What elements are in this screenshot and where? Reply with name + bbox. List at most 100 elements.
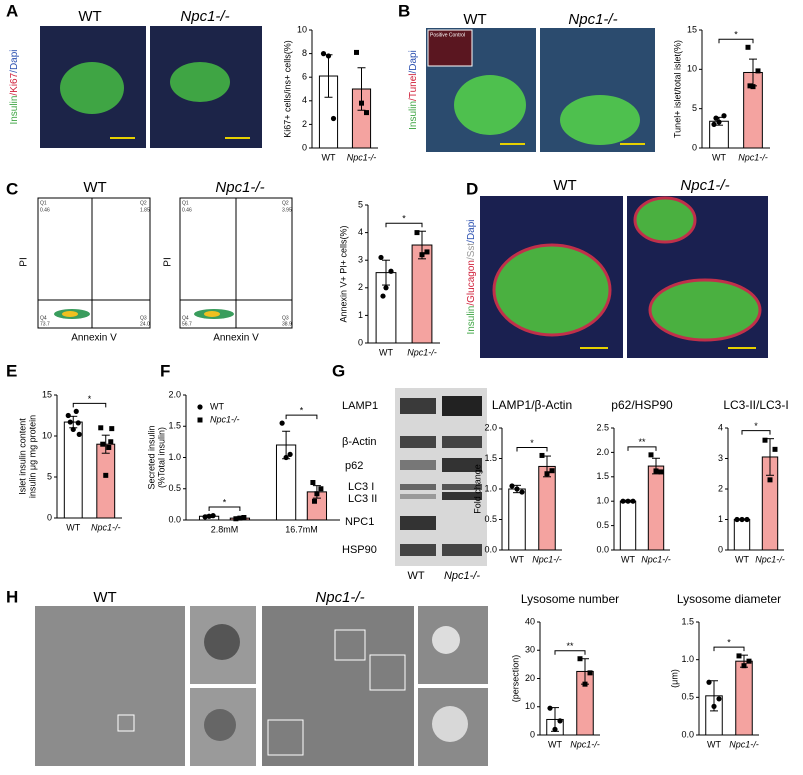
x-tick-label: Npc1-/- (641, 554, 671, 564)
data-point (630, 498, 636, 504)
axis-label: PI (163, 257, 174, 266)
data-point (210, 513, 216, 519)
significance-bracket (627, 446, 657, 451)
y-tick-label: 1.0 (484, 483, 497, 493)
y-tick-label: 0.5 (484, 514, 497, 524)
panel-letter: E (6, 361, 17, 380)
y-tick-label: 5 (692, 103, 697, 113)
y-tick-label: 1.0 (596, 496, 609, 506)
band-label: LC3 II (348, 493, 377, 505)
zoom-box (117, 714, 135, 732)
x-tick-label: WT (712, 152, 726, 162)
bar (619, 500, 637, 551)
chart-title: Lysosome number (521, 592, 619, 606)
y-tick-label: 0.0 (681, 729, 694, 739)
significance: * (754, 421, 758, 431)
y-tick-label: 3 (358, 255, 363, 265)
band-label: p62 (345, 460, 363, 472)
band (442, 436, 482, 448)
band (400, 460, 436, 470)
quadrant-value: 24.0 (140, 321, 150, 327)
data-point (241, 515, 247, 520)
data-point (711, 703, 717, 709)
x-tick-label: Npc1-/- (347, 152, 377, 162)
y-axis-label: Secreted insulin (146, 425, 156, 489)
band (400, 484, 436, 490)
data-point (310, 480, 316, 485)
stain-label: Insulin/Glucagon/Sst/Dapi (466, 219, 477, 334)
group-label: WT (78, 8, 101, 25)
data-point (359, 100, 364, 106)
data-point (762, 437, 768, 443)
y-tick-label: 0.5 (596, 520, 609, 530)
em-image (262, 606, 414, 766)
data-point (706, 679, 712, 685)
significance: * (402, 214, 406, 224)
lane-label: WT (407, 570, 424, 582)
band-label: LAMP1 (342, 400, 378, 412)
y-tick-label: 10 (525, 701, 535, 711)
data-point (557, 718, 563, 724)
data-point (279, 420, 285, 426)
y-axis-label: Annexin V+ PI+ cells(%) (338, 225, 348, 322)
band (400, 398, 436, 414)
y-tick-label: 4 (718, 422, 723, 432)
quadrant-value: 0.46 (182, 207, 192, 213)
data-point (318, 486, 324, 492)
blot-background (395, 388, 487, 566)
x-tick-label: WT (621, 554, 635, 564)
data-point (283, 454, 289, 461)
x-tick-label: Npc1-/- (570, 739, 600, 749)
y-tick-label: 10 (42, 430, 52, 440)
y-tick-label: 10 (297, 24, 307, 34)
quadrant: Q3 (282, 315, 289, 321)
data-point (98, 425, 104, 431)
data-point (746, 658, 752, 664)
em-image (35, 606, 185, 766)
data-point (414, 230, 420, 236)
data-point (582, 681, 588, 687)
data-point (716, 119, 722, 125)
chart-title: LAMP1/β-Actin (492, 398, 572, 412)
group-label: WT (463, 11, 486, 28)
y-tick-label: 0.0 (596, 544, 609, 554)
y-axis-label: (%Total insulin) (156, 427, 166, 488)
y-tick-label: 2 (358, 282, 363, 292)
significance: * (727, 638, 731, 648)
data-point (73, 408, 79, 414)
y-tick-label: 2.5 (596, 422, 609, 432)
significance-bracket (72, 402, 107, 408)
y-axis-label: insulin μg mg protein (27, 415, 37, 498)
significance: * (300, 406, 304, 416)
data-point (378, 254, 384, 261)
data-point (70, 426, 76, 433)
islet (60, 62, 124, 114)
data-point (287, 451, 293, 457)
data-point (330, 115, 337, 122)
bar (411, 244, 433, 344)
quadrant: Q4 (40, 315, 47, 321)
group-label: Npc1-/- (568, 11, 617, 28)
islet (560, 95, 640, 145)
islet (454, 75, 526, 135)
quadrant: Q1 (182, 200, 189, 206)
y-tick-label: 2 (718, 483, 723, 493)
data-point (587, 670, 593, 676)
y-tick-label: 1.5 (484, 453, 497, 463)
significance-bracket (554, 650, 586, 655)
data-point (658, 469, 664, 475)
x-tick-label: Npc1-/- (532, 554, 562, 564)
y-tick-label: 0.0 (168, 514, 181, 524)
legend-marker (197, 404, 203, 410)
significance-bracket (718, 38, 754, 44)
y-tick-label: 1.0 (681, 654, 694, 664)
panel-letter: C (6, 179, 18, 198)
stain-label: Insulin/Tunel/Dapi (408, 50, 419, 130)
y-tick-label: 2 (302, 119, 307, 129)
stain-label: Insulin/Ki67/Dapi (9, 49, 20, 124)
data-point (716, 696, 722, 702)
data-point (713, 115, 719, 121)
granule (204, 624, 240, 660)
group-label: Npc1-/- (215, 179, 264, 196)
